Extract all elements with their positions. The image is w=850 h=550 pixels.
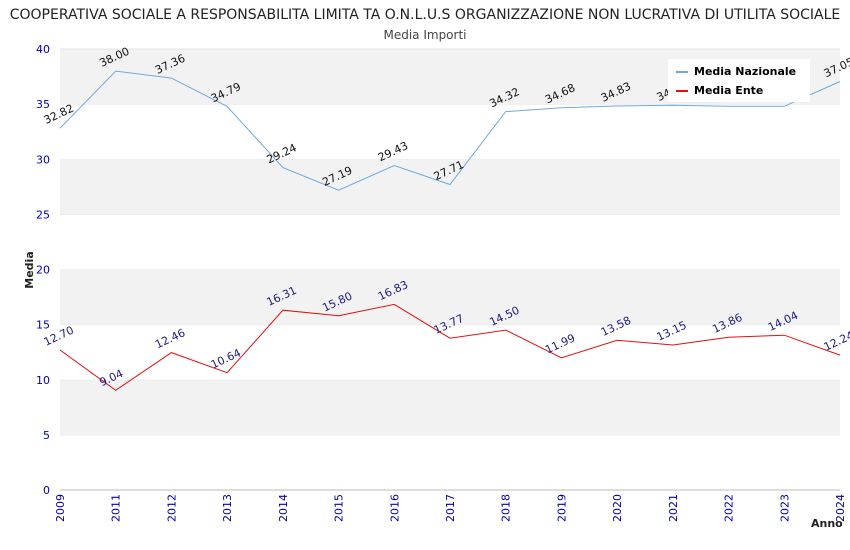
y-axis-title: Media	[23, 251, 36, 288]
x-tick-label: 2019	[555, 494, 568, 522]
y-tick-label: 15	[36, 319, 50, 332]
legend-box	[668, 59, 810, 102]
y-tick-label: 40	[36, 43, 50, 56]
grid-band	[60, 104, 840, 160]
x-tick-label: 2021	[667, 494, 680, 522]
x-tick-label: 2012	[165, 494, 178, 522]
x-tick-label: 2020	[611, 494, 624, 522]
grid-band	[60, 214, 840, 270]
y-tick-label: 25	[36, 208, 50, 221]
grid-band	[60, 159, 840, 215]
x-axis-title: Anno	[811, 517, 843, 530]
x-tick-label: 2015	[333, 494, 346, 522]
chart-title: COOPERATIVA SOCIALE A RESPONSABILITA LIM…	[10, 7, 841, 23]
x-tick-label: 2011	[110, 494, 123, 522]
grid-band	[60, 434, 840, 490]
y-tick-label: 35	[36, 98, 50, 111]
x-tick-label: 2024	[834, 494, 847, 522]
chart-subtitle: Media Importi	[383, 28, 466, 42]
x-tick-label: 2013	[221, 494, 234, 522]
grid-band	[60, 379, 840, 435]
x-tick-label: 2014	[277, 494, 290, 522]
y-tick-label: 0	[43, 484, 50, 497]
grid-band	[60, 269, 840, 325]
x-tick-label: 2023	[778, 494, 791, 522]
y-tick-label: 5	[43, 429, 50, 442]
y-axis-ticks: 0 5 10 15 20 25 30 35 40	[36, 43, 50, 497]
legend-label-nazionale: Media Nazionale	[694, 65, 796, 78]
x-tick-label: 2016	[388, 494, 401, 522]
series-line-media-ente	[59, 303, 841, 391]
y-tick-label: 10	[36, 374, 50, 387]
x-tick-label: 2018	[500, 494, 513, 522]
x-axis-ticks: 2009 2011 2012 2013 2014 2015 2016 2017 2018 2019…	[54, 494, 847, 522]
x-tick-label: 2022	[723, 494, 736, 522]
series-group	[59, 70, 841, 391]
background-bands	[60, 48, 840, 490]
x-tick-label: 2017	[444, 494, 457, 522]
legend-label-ente: Media Ente	[694, 84, 763, 97]
grid-band	[60, 324, 840, 380]
series-line-media-nazionale	[59, 70, 841, 191]
x-tick-label: 2009	[54, 494, 67, 522]
y-tick-label: 20	[36, 264, 50, 277]
legend: Media Nazionale Media Ente	[668, 59, 810, 102]
y-tick-label: 30	[36, 153, 50, 166]
